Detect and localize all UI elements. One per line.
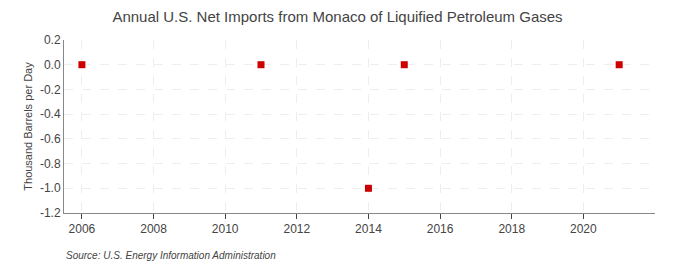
svg-text:-0.4: -0.4 [40,107,61,121]
svg-text:2018: 2018 [498,222,525,236]
svg-text:Source: U.S. Energy Informatio: Source: U.S. Energy Information Administ… [66,250,276,261]
svg-text:Thousand Barrels per Day: Thousand Barrels per Day [22,62,34,191]
svg-text:2014: 2014 [355,222,382,236]
svg-text:-1.0: -1.0 [40,181,61,195]
svg-text:0.0: 0.0 [44,58,61,72]
svg-text:0.2: 0.2 [44,33,61,47]
svg-text:2008: 2008 [140,222,167,236]
svg-text:Annual U.S. Net Imports from M: Annual U.S. Net Imports from Monaco of L… [112,8,562,25]
svg-text:2016: 2016 [427,222,454,236]
svg-text:2006: 2006 [69,222,96,236]
svg-text:-0.6: -0.6 [40,132,61,146]
svg-text:-1.2: -1.2 [40,206,61,220]
svg-text:2010: 2010 [212,222,239,236]
svg-text:2012: 2012 [283,222,310,236]
svg-text:-0.2: -0.2 [40,83,61,97]
svg-text:-0.8: -0.8 [40,157,61,171]
svg-text:2020: 2020 [570,222,597,236]
